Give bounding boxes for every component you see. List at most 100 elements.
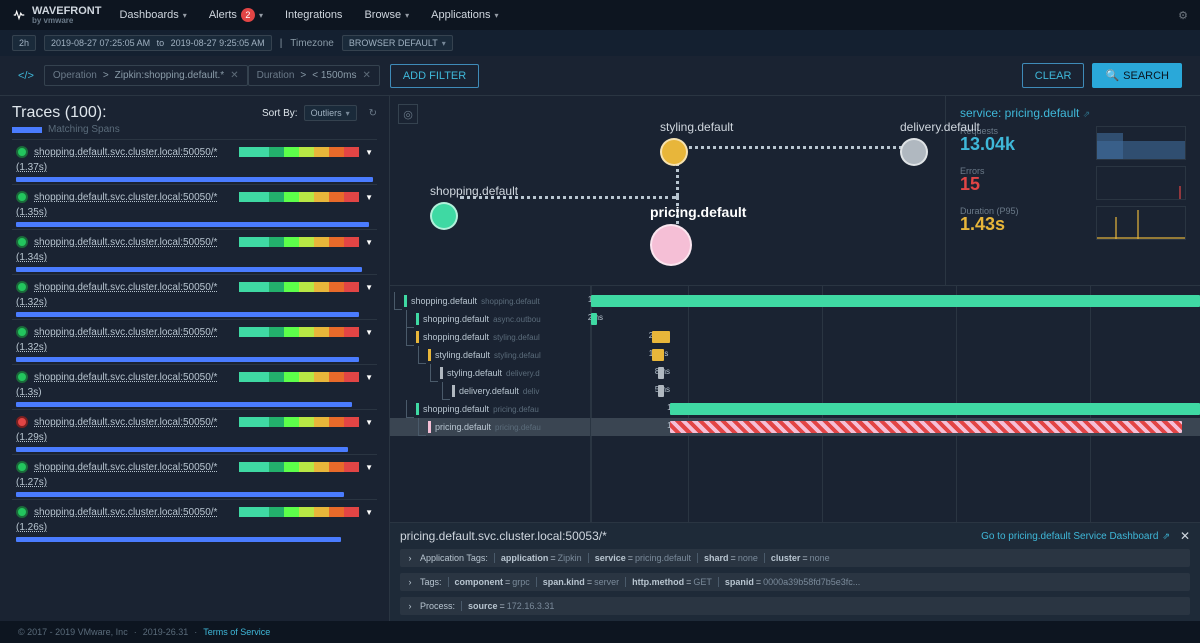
matching-legend-bar [12, 127, 42, 133]
filter-remove-icon[interactable]: ✕ [230, 70, 238, 81]
stat-err-value: 15 [960, 174, 1096, 195]
wf-span-bar-row[interactable]: 2ms [591, 310, 1200, 328]
wf-span-name[interactable]: shopping.defaultshopping.default [390, 292, 590, 310]
wf-span-bar-row[interactable]: 5ms [591, 382, 1200, 400]
trace-duration: (1.29s) [16, 432, 47, 443]
trace-progress-bar [16, 222, 369, 227]
wf-span-name[interactable]: shopping.defaultasync.outbou [390, 310, 590, 328]
trace-name: shopping.default.svc.cluster.local:50050… [34, 507, 233, 518]
status-ok-icon [16, 326, 28, 338]
inspector-tag-row[interactable]: ›Tags:component = grpcspan.kind = server… [400, 573, 1190, 591]
wf-span-name[interactable]: styling.defaultdelivery.d [390, 364, 590, 382]
inspector-close-icon[interactable]: ✕ [1180, 529, 1190, 543]
service-node-pricing[interactable]: pricing.default [650, 204, 746, 266]
status-error-icon [16, 416, 28, 428]
inspector-tag-row[interactable]: ›Process:source = 172.16.3.31 [400, 597, 1190, 615]
top-bar: WAVEFRONT by vmware Dashboards▾ Alerts2▾… [0, 0, 1200, 30]
gear-icon[interactable]: ⚙ [1178, 9, 1188, 22]
dur-sparkline [1096, 206, 1186, 240]
service-node-shopping[interactable]: shopping.default [430, 184, 518, 230]
trace-name: shopping.default.svc.cluster.local:50050… [34, 327, 233, 338]
trace-duration: (1.26s) [16, 522, 47, 533]
footer-copyright: © 2017 - 2019 VMware, Inc [18, 627, 128, 637]
trace-item[interactable]: shopping.default.svc.cluster.local:50050… [12, 409, 377, 454]
wf-span-name[interactable]: pricing.defaultpricing.defau [390, 418, 590, 436]
nav-alerts[interactable]: Alerts2▾ [209, 8, 263, 22]
trace-item[interactable]: shopping.default.svc.cluster.local:50050… [12, 184, 377, 229]
trace-marker-icon: ▼ [365, 283, 373, 292]
trace-name: shopping.default.svc.cluster.local:50050… [34, 372, 233, 383]
code-icon[interactable]: </> [18, 70, 34, 82]
wf-span-bar [658, 367, 664, 379]
service-map[interactable]: ◎ ▶ ▼ shopping.defaultstyling.defaultdel… [390, 96, 945, 285]
timerange-window[interactable]: 2019-08-27 07:25:05 AM to 2019-08-27 9:2… [44, 35, 272, 51]
timerange-preset[interactable]: 2h [12, 35, 36, 51]
nav-browse[interactable]: Browse▾ [364, 8, 409, 22]
trace-item[interactable]: shopping.default.svc.cluster.local:50050… [12, 364, 377, 409]
waterfall-timeline[interactable]: 1.37s2ms28ms17ms8ms5ms1.2s1.16s [590, 286, 1200, 522]
topology-target-icon[interactable]: ◎ [398, 104, 418, 124]
nav-applications[interactable]: Applications▾ [431, 8, 498, 22]
wf-span-bar-row[interactable]: 8ms [591, 364, 1200, 382]
inspector-goto-link[interactable]: Go to pricing.default Service Dashboard [981, 531, 1158, 542]
wf-span-bar [591, 313, 597, 325]
wf-span-bar-row[interactable]: 17ms [591, 346, 1200, 364]
wf-span-bar-row[interactable]: 1.16s [591, 418, 1200, 436]
node-circle [650, 224, 692, 266]
trace-name: shopping.default.svc.cluster.local:50050… [34, 147, 233, 158]
waterfall-names[interactable]: shopping.defaultshopping.defaultshopping… [390, 286, 590, 522]
traces-panel: Traces (100): Sort By: Outliers ▾ ↻ Matc… [0, 96, 390, 621]
clear-button[interactable]: CLEAR [1022, 63, 1085, 88]
trace-name: shopping.default.svc.cluster.local:50050… [34, 462, 233, 473]
wf-span-bar [652, 331, 670, 343]
stats-service-title[interactable]: service: pricing.default ⇗ [960, 106, 1186, 120]
refresh-icon[interactable]: ↻ [369, 108, 377, 119]
service-node-styling[interactable]: styling.default [660, 120, 733, 166]
wf-span-bar-row[interactable]: 1.2s [591, 400, 1200, 418]
trace-item[interactable]: shopping.default.svc.cluster.local:50050… [12, 229, 377, 274]
nav-integrations[interactable]: Integrations [285, 8, 342, 22]
trace-progress-bar [16, 492, 344, 497]
status-ok-icon [16, 236, 28, 248]
inspector-ext-icon[interactable]: ⇗ [1162, 531, 1170, 542]
trace-item[interactable]: shopping.default.svc.cluster.local:50050… [12, 499, 377, 544]
trace-heat-bars [239, 237, 359, 247]
trace-item[interactable]: shopping.default.svc.cluster.local:50050… [12, 454, 377, 499]
trace-marker-icon: ▼ [365, 463, 373, 472]
trace-heat-bars [239, 192, 359, 202]
search-button[interactable]: 🔍 SEARCH [1092, 63, 1182, 88]
footer-tos-link[interactable]: Terms of Service [203, 627, 270, 637]
trace-item[interactable]: shopping.default.svc.cluster.local:50050… [12, 139, 377, 184]
top-nav: Dashboards▾ Alerts2▾ Integrations Browse… [119, 8, 498, 22]
trace-list[interactable]: shopping.default.svc.cluster.local:50050… [12, 139, 377, 621]
trace-heat-bars [239, 372, 359, 382]
trace-item[interactable]: shopping.default.svc.cluster.local:50050… [12, 274, 377, 319]
wf-span-name[interactable]: delivery.defaultdeliv [390, 382, 590, 400]
sort-select[interactable]: Outliers ▾ [304, 105, 357, 121]
service-node-delivery[interactable]: delivery.default [900, 120, 980, 166]
add-filter-button[interactable]: ADD FILTER [390, 64, 479, 88]
wf-span-bar [658, 385, 664, 397]
wf-span-bar-row[interactable]: 28ms [591, 328, 1200, 346]
trace-item[interactable]: shopping.default.svc.cluster.local:50050… [12, 319, 377, 364]
nav-dashboards[interactable]: Dashboards▾ [119, 8, 186, 22]
wf-span-name[interactable]: shopping.defaultstyling.defaul [390, 328, 590, 346]
wf-span-name[interactable]: shopping.defaultpricing.defau [390, 400, 590, 418]
timezone-select[interactable]: BROWSER DEFAULT ▾ [342, 35, 453, 51]
status-ok-icon [16, 281, 28, 293]
trace-name: shopping.default.svc.cluster.local:50050… [34, 237, 233, 248]
err-sparkline [1096, 166, 1186, 200]
node-circle [660, 138, 688, 166]
brand-logo[interactable]: WAVEFRONT by vmware [12, 5, 101, 25]
inspector-tag-row[interactable]: ›Application Tags:application = Zipkinse… [400, 549, 1190, 567]
filter-tag[interactable]: Duration > < 1500ms✕ [248, 65, 380, 86]
wf-span-bar-row[interactable]: 1.37s [591, 292, 1200, 310]
trace-progress-bar [16, 267, 362, 272]
wf-span-name[interactable]: styling.defaultstyling.defaul [390, 346, 590, 364]
footer-ip: 2019-26.31 [143, 627, 189, 637]
inspector-title: pricing.default.svc.cluster.local:50053/… [400, 529, 607, 543]
filter-remove-icon[interactable]: ✕ [362, 70, 370, 81]
filter-tag[interactable]: Operation > Zipkin:shopping.default.*✕ [44, 65, 248, 86]
status-ok-icon [16, 146, 28, 158]
trace-heat-bars [239, 507, 359, 517]
